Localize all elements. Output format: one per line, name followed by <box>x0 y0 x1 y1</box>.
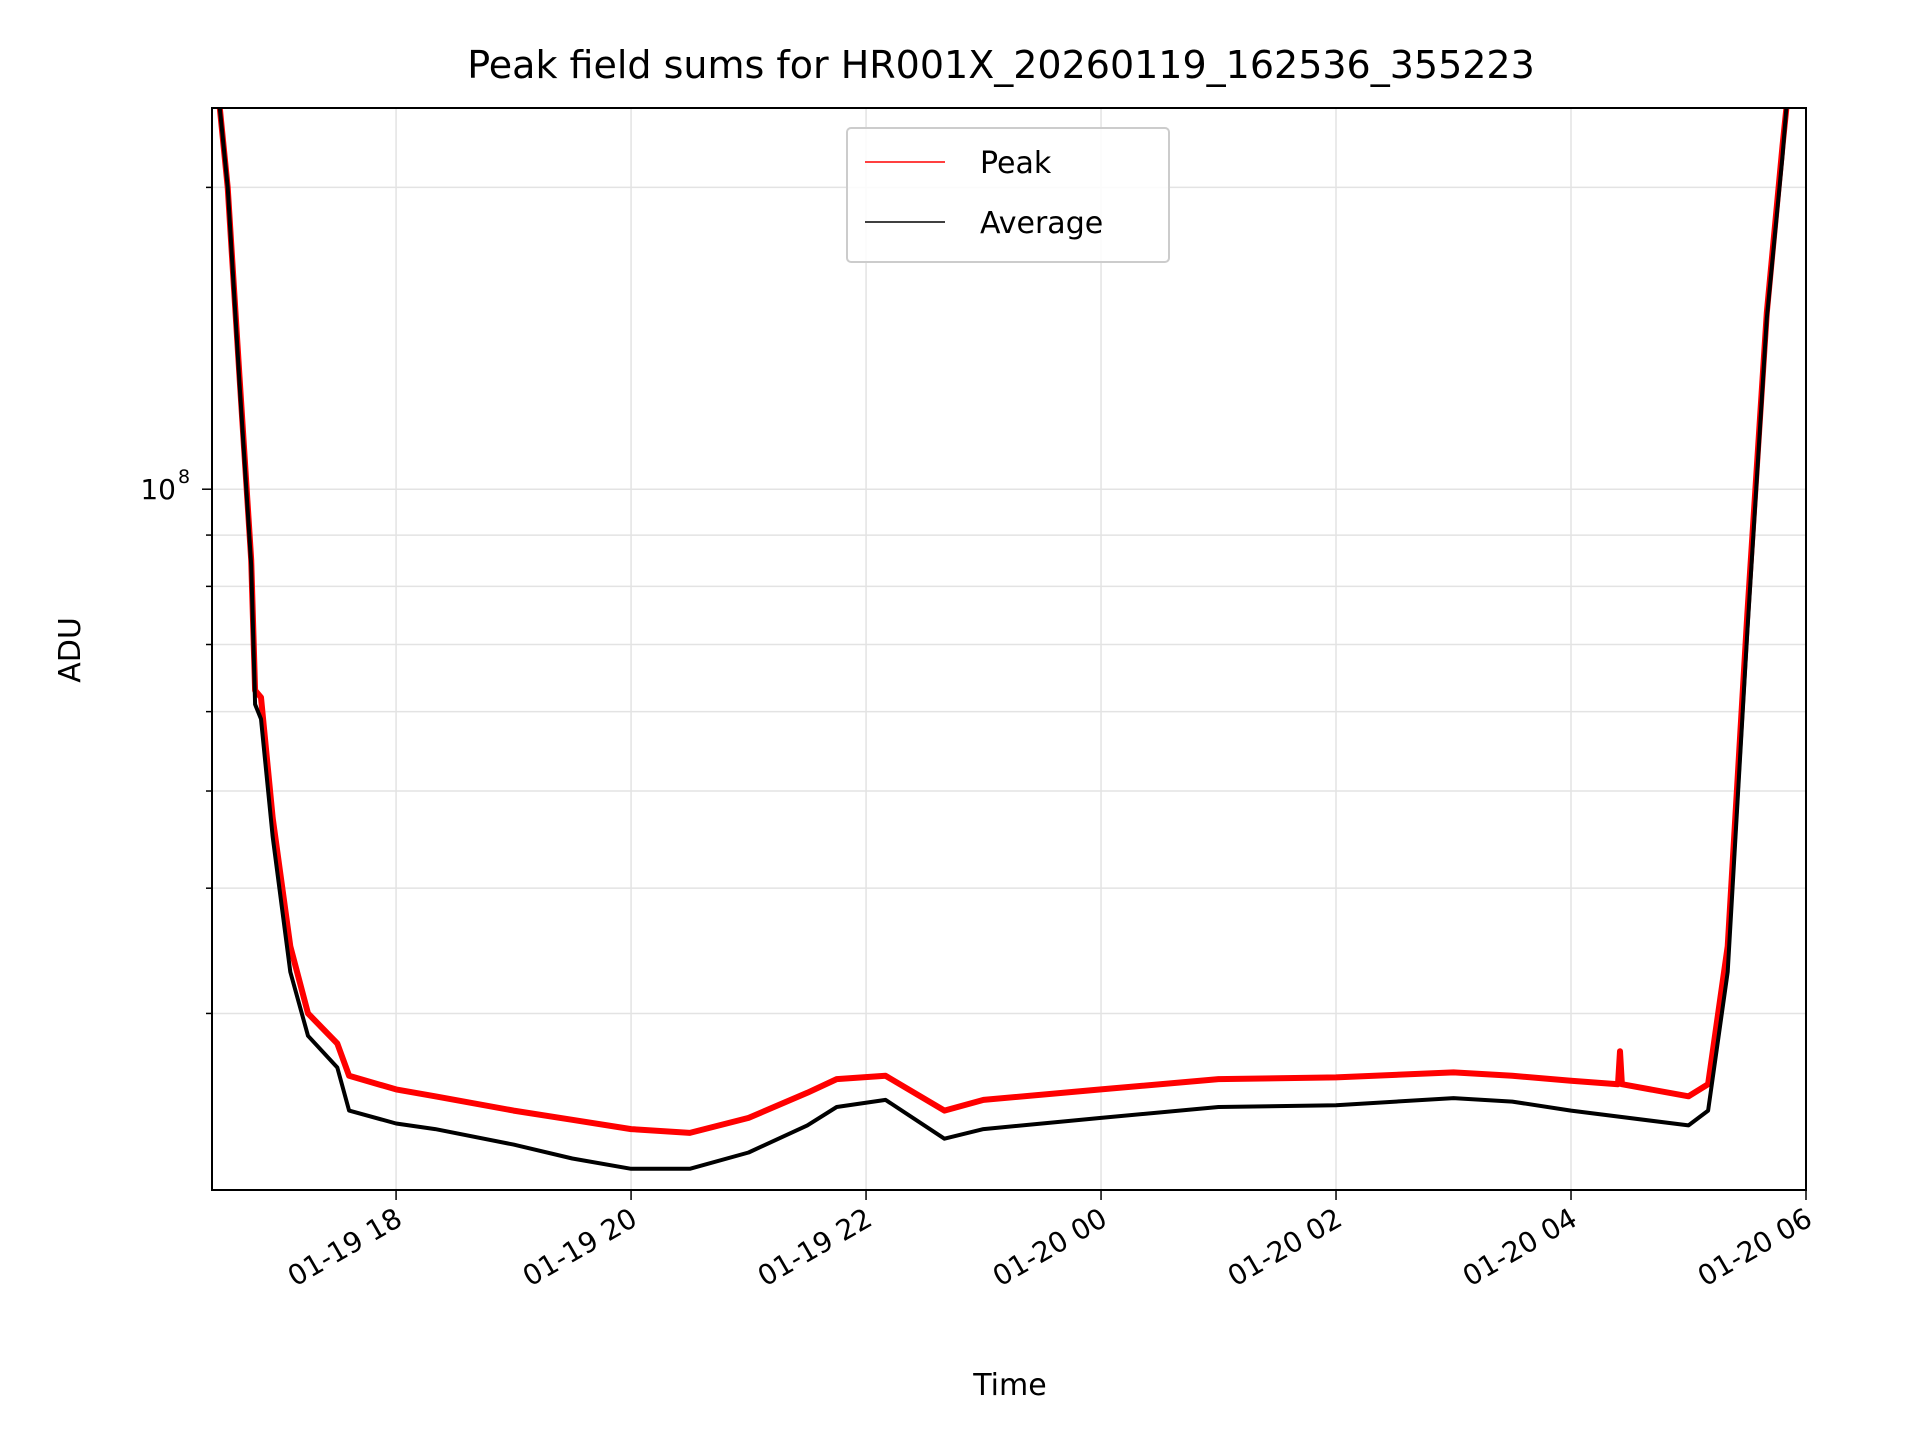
legend-label-peak: Peak <box>980 146 1052 181</box>
series-layer <box>216 108 1790 1171</box>
plot-frame <box>211 107 1807 1191</box>
chart-title: Peak field sums for HR001X_20260119_1625… <box>467 43 1535 87</box>
y-axis: 10 8 <box>140 186 212 1015</box>
y-tick-label: 10 <box>140 473 176 506</box>
y-axis-label: ADU <box>53 617 88 683</box>
legend-label-average: Average <box>980 206 1103 241</box>
legend: Peak Average <box>846 127 1170 263</box>
series-peak-line <box>216 108 1790 1136</box>
x-axis-label: Time <box>972 1368 1046 1403</box>
y-tick-exponent: 8 <box>178 466 190 488</box>
series-average-line <box>217 108 1789 1171</box>
